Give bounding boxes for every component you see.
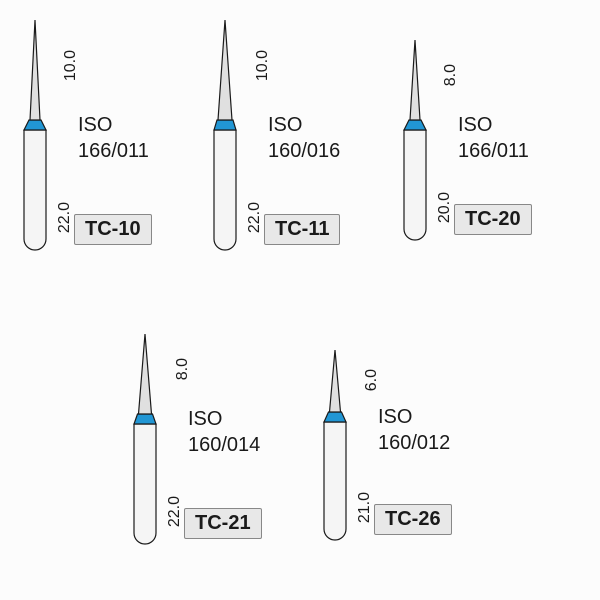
model-code: TC-10	[85, 218, 141, 240]
shank-length-label: 21.0	[356, 492, 374, 523]
iso-label: ISO	[268, 114, 302, 137]
tip-length-label: 10.0	[254, 50, 272, 81]
tip-length-label: 6.0	[363, 369, 381, 391]
iso-code: 160/014	[188, 434, 260, 457]
iso-label: ISO	[378, 406, 412, 429]
model-badge: TC-21	[184, 508, 262, 539]
iso-code: 160/016	[268, 140, 340, 163]
bur-illustration	[20, 18, 50, 260]
model-code: TC-21	[195, 512, 251, 534]
iso-label: ISO	[188, 408, 222, 431]
model-code: TC-20	[465, 208, 521, 230]
shank-length-label: 22.0	[166, 496, 184, 527]
model-badge: TC-11	[264, 214, 340, 245]
shank-length-label: 22.0	[56, 202, 74, 233]
bur-illustration	[320, 348, 350, 550]
model-badge: TC-26	[374, 504, 452, 535]
model-code: TC-26	[385, 508, 441, 530]
shank-length-label: 22.0	[246, 202, 264, 233]
tip-length-label: 8.0	[174, 358, 192, 380]
tip-length-label: 8.0	[442, 64, 460, 86]
bur-illustration	[210, 18, 240, 260]
iso-code: 160/012	[378, 432, 450, 455]
iso-label: ISO	[458, 114, 492, 137]
bur-catalog: 10.0 ISO 166/011 22.0 TC-10 10.0 ISO 160/016 22.…	[0, 0, 600, 600]
iso-label: ISO	[78, 114, 112, 137]
model-code: TC-11	[275, 218, 329, 240]
iso-code: 166/011	[458, 140, 529, 163]
iso-code: 166/011	[78, 140, 149, 163]
tip-length-label: 10.0	[62, 50, 80, 81]
model-badge: TC-10	[74, 214, 152, 245]
bur-illustration	[130, 332, 160, 554]
model-badge: TC-20	[454, 204, 532, 235]
bur-illustration	[400, 38, 430, 250]
shank-length-label: 20.0	[436, 192, 454, 223]
